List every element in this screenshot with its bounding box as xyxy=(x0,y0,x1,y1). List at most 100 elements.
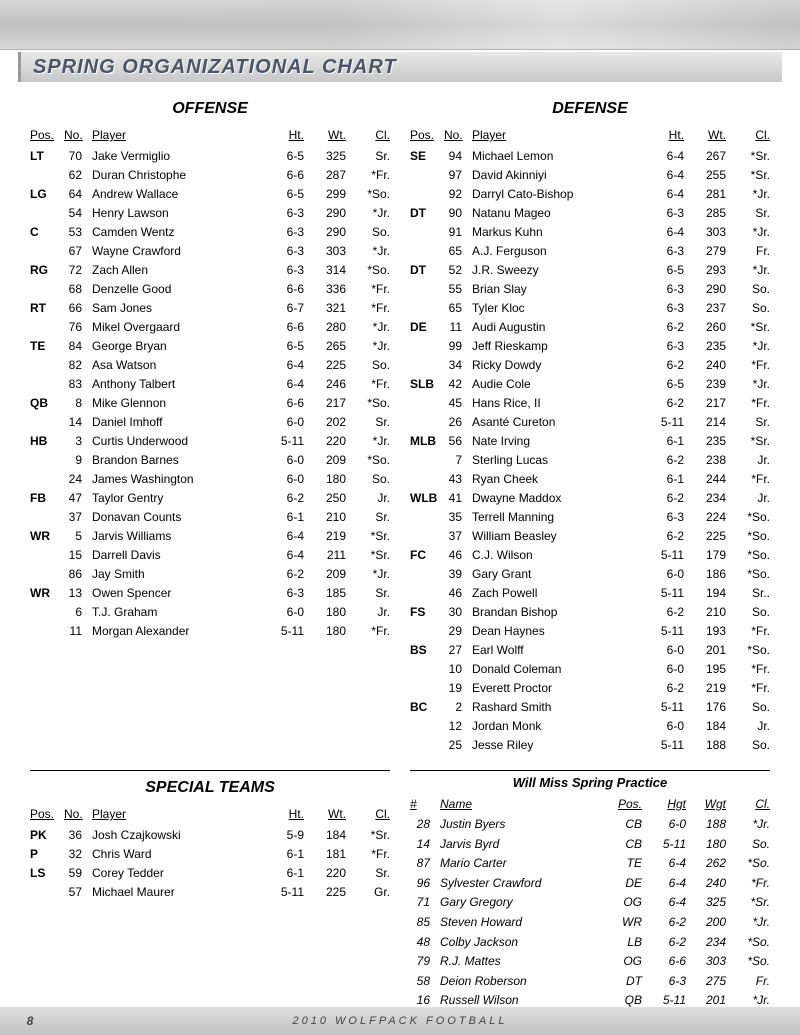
column-header: Cl. xyxy=(346,124,390,146)
column-header: Name xyxy=(440,794,602,815)
table-row: 91Markus Kuhn6-4303*Jr. xyxy=(410,222,770,241)
table-row: 37William Beasley6-2225*So. xyxy=(410,526,770,545)
footer-text: 2010 WOLFPACK FOOTBALL xyxy=(60,1015,740,1027)
table-row: 6T.J. Graham6-0180Jr. xyxy=(30,602,390,621)
table-row: 65Tyler Kloc6-3237So. xyxy=(410,298,770,317)
table-row: 85Steven HowardWR6-2200*Jr. xyxy=(410,913,770,933)
table-row: SE94Michael Lemon6-4267*Sr. xyxy=(410,146,770,165)
table-row: TE84George Bryan6-5265*Jr. xyxy=(30,336,390,355)
special-teams-column: SPECIAL TEAMS Pos.No.PlayerHt.Wt.Cl.PK36… xyxy=(30,766,390,1011)
column-header: Ht. xyxy=(262,124,304,146)
offense-column: OFFENSE Pos.No.PlayerHt.Wt.Cl.LT70Jake V… xyxy=(30,92,390,754)
table-row: 7Sterling Lucas6-2238Jr. xyxy=(410,450,770,469)
page: SPRING ORGANIZATIONAL CHART OFFENSE Pos.… xyxy=(0,0,800,1035)
table-row: DT90Natanu Mageo6-3285Sr. xyxy=(410,203,770,222)
table-row: FC46C.J. Wilson5-11179*So. xyxy=(410,545,770,564)
table-row: 14Jarvis ByrdCB5-11180So. xyxy=(410,834,770,854)
page-title: SPRING ORGANIZATIONAL CHART xyxy=(33,56,397,79)
table-row: 43Ryan Cheek6-1244*Fr. xyxy=(410,469,770,488)
table-row: 12Jordan Monk6-0184Jr. xyxy=(410,716,770,735)
table-row: WR13Owen Spencer6-3185Sr. xyxy=(30,583,390,602)
column-header: Player xyxy=(92,124,262,146)
column-header: Cl. xyxy=(346,803,390,825)
column-header: Pos. xyxy=(30,803,64,825)
table-row: 92Darryl Cato-Bishop6-4281*Jr. xyxy=(410,184,770,203)
column-header: Ht. xyxy=(642,124,684,146)
miss-column: Will Miss Spring Practice #NamePos.HgtWg… xyxy=(410,766,770,1011)
title-bar: SPRING ORGANIZATIONAL CHART xyxy=(18,52,782,82)
footer: 8 2010 WOLFPACK FOOTBALL xyxy=(0,1007,800,1035)
defense-column: DEFENSE Pos.No.PlayerHt.Wt.Cl.SE94Michae… xyxy=(410,92,770,754)
table-row: 68Denzelle Good6-6336*Fr. xyxy=(30,279,390,298)
table-row: 35Terrell Manning6-3224*So. xyxy=(410,507,770,526)
table-row: 76Mikel Overgaard6-6280*Jr. xyxy=(30,317,390,336)
table-row: 99Jeff Rieskamp6-3235*Jr. xyxy=(410,336,770,355)
column-header: No. xyxy=(64,124,92,146)
column-header: Wt. xyxy=(684,124,726,146)
table-row: 57Michael Maurer5-11225Gr. xyxy=(30,882,390,901)
table-row: LG64Andrew Wallace6-5299*So. xyxy=(30,184,390,203)
column-header: Player xyxy=(472,124,642,146)
top-tables: OFFENSE Pos.No.PlayerHt.Wt.Cl.LT70Jake V… xyxy=(30,92,770,754)
table-row: RT66Sam Jones6-7321*Fr. xyxy=(30,298,390,317)
column-header: Wt. xyxy=(304,803,346,825)
table-row: 86Jay Smith6-2209*Jr. xyxy=(30,564,390,583)
table-row: 82Asa Watson6-4225So. xyxy=(30,355,390,374)
header-decoration xyxy=(0,0,800,50)
offense-title: OFFENSE xyxy=(30,92,390,124)
table-row: PK36Josh Czajkowski5-9184*Sr. xyxy=(30,825,390,844)
table-row: 87Mario CarterTE6-4262*So. xyxy=(410,854,770,874)
table-row: 96Sylvester CrawfordDE6-4240*Fr. xyxy=(410,873,770,893)
table-row: 39Gary Grant6-0186*So. xyxy=(410,564,770,583)
table-row: FB47Taylor Gentry6-2250Jr. xyxy=(30,488,390,507)
table-row: HB3Curtis Underwood5-11220*Jr. xyxy=(30,431,390,450)
table-row: 25Jesse Riley5-11188So. xyxy=(410,735,770,754)
column-header: Hgt xyxy=(642,794,686,815)
table-row: LS59Corey Tedder6-1220Sr. xyxy=(30,863,390,882)
table-row: 71Gary GregoryOG6-4325*Sr. xyxy=(410,893,770,913)
special-teams-title: SPECIAL TEAMS xyxy=(30,771,390,803)
table-row: 55Brian Slay6-3290So. xyxy=(410,279,770,298)
content-area: OFFENSE Pos.No.PlayerHt.Wt.Cl.LT70Jake V… xyxy=(30,92,770,995)
table-row: 79R.J. MattesOG6-6303*So. xyxy=(410,952,770,972)
special-teams-table: Pos.No.PlayerHt.Wt.Cl.PK36Josh Czajkowsk… xyxy=(30,803,390,901)
column-header: Ht. xyxy=(262,803,304,825)
column-header: No. xyxy=(64,803,92,825)
column-header: # xyxy=(410,794,440,815)
table-row: 14Daniel Imhoff6-0202Sr. xyxy=(30,412,390,431)
table-row: 9Brandon Barnes6-0209*So. xyxy=(30,450,390,469)
table-row: LT70Jake Vermiglio6-5325Sr. xyxy=(30,146,390,165)
column-header: Cl. xyxy=(726,794,770,815)
table-row: 37Donavan Counts6-1210Sr. xyxy=(30,507,390,526)
column-header: Pos. xyxy=(410,124,444,146)
table-row: MLB56Nate Irving6-1235*Sr. xyxy=(410,431,770,450)
table-row: FS30Brandan Bishop6-2210So. xyxy=(410,602,770,621)
table-row: BC2Rashard Smith5-11176So. xyxy=(410,697,770,716)
table-row: DT52J.R. Sweezy6-5293*Jr. xyxy=(410,260,770,279)
table-row: 34Ricky Dowdy6-2240*Fr. xyxy=(410,355,770,374)
table-row: 15Darrell Davis6-4211*Sr. xyxy=(30,545,390,564)
table-row: 29Dean Haynes5-11193*Fr. xyxy=(410,621,770,640)
bottom-section: SPECIAL TEAMS Pos.No.PlayerHt.Wt.Cl.PK36… xyxy=(30,766,770,1011)
table-row: QB8Mike Glennon6-6217*So. xyxy=(30,393,390,412)
table-row: 28Justin ByersCB6-0188*Jr. xyxy=(410,815,770,835)
page-number: 8 xyxy=(0,1014,60,1028)
table-row: 97David Akinniyi6-4255*Sr. xyxy=(410,165,770,184)
table-row: 19Everett Proctor6-2219*Fr. xyxy=(410,678,770,697)
table-row: WR5Jarvis Williams6-4219*Sr. xyxy=(30,526,390,545)
table-row: 54Henry Lawson6-3290*Jr. xyxy=(30,203,390,222)
offense-table: Pos.No.PlayerHt.Wt.Cl.LT70Jake Vermiglio… xyxy=(30,124,390,640)
column-header: Cl. xyxy=(726,124,770,146)
column-header: No. xyxy=(444,124,472,146)
table-row: SLB42Audie Cole6-5239*Jr. xyxy=(410,374,770,393)
table-row: DE11Audi Augustin6-2260*Sr. xyxy=(410,317,770,336)
column-header: Pos. xyxy=(602,794,642,815)
table-row: BS27Earl Wolff6-0201*So. xyxy=(410,640,770,659)
table-row: 24James Washington6-0180So. xyxy=(30,469,390,488)
table-row: WLB41Dwayne Maddox6-2234Jr. xyxy=(410,488,770,507)
table-row: P32Chris Ward6-1181*Fr. xyxy=(30,844,390,863)
table-row: 58Deion RobersonDT6-3275Fr. xyxy=(410,971,770,991)
column-header: Wgt xyxy=(686,794,726,815)
table-row: 46Zach Powell5-11194Sr.. xyxy=(410,583,770,602)
defense-title: DEFENSE xyxy=(410,92,770,124)
